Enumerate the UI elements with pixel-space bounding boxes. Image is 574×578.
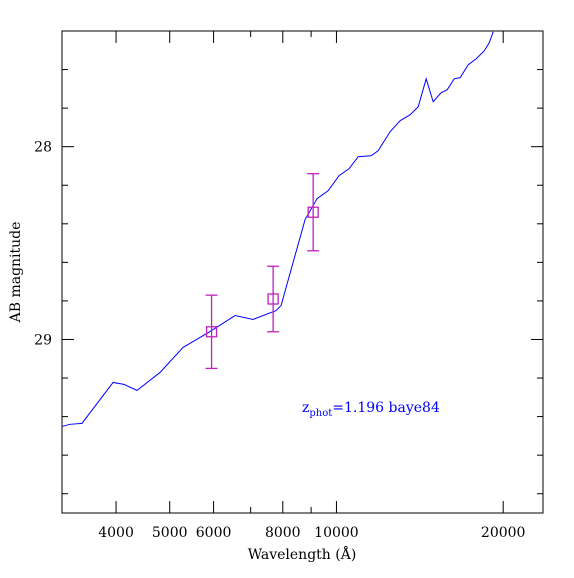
model-line	[61, 31, 494, 427]
x-tick-label: 5000	[152, 525, 188, 541]
annotation: zphot=1.196 baye84	[302, 400, 440, 419]
x-tick-label: 6000	[196, 525, 232, 541]
photometry-point	[307, 206, 319, 218]
x-axis-label: Wavelength (Å)	[248, 545, 357, 563]
x-tick-label: 4000	[98, 525, 134, 541]
annotation-base: z	[302, 400, 309, 416]
x-tick-label: 10000	[314, 525, 359, 541]
annotation-text: =1.196 baye84	[332, 400, 440, 416]
y-tick-label: 29	[34, 332, 52, 348]
y-axis-label: AB magnitude	[8, 222, 24, 324]
y-tick-label: 28	[34, 140, 52, 156]
plot-frame	[61, 30, 544, 514]
annotation-subscript: phot	[309, 408, 332, 419]
photometry-point	[205, 326, 218, 338]
photometry-point	[267, 293, 279, 305]
x-tick-label: 20000	[481, 525, 526, 541]
x-tick-label: 8000	[265, 525, 301, 541]
